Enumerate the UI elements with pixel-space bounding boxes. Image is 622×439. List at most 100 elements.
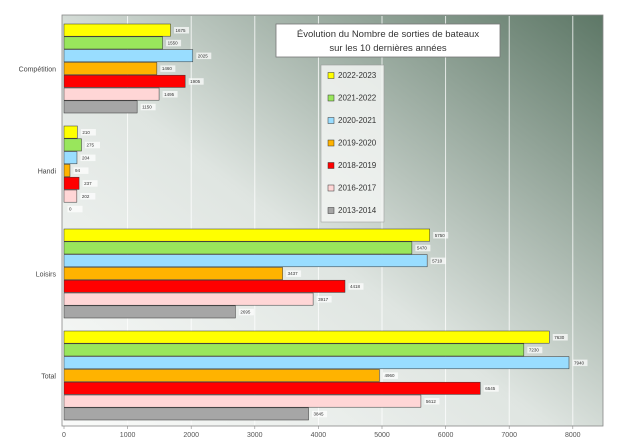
data-label-bg [348, 283, 364, 290]
data-label-bg [162, 91, 178, 98]
legend: 2022-2023 2021-2022 2020-2021 2019-2020 2018… [320, 64, 385, 223]
legend-swatch [327, 207, 335, 214]
data-label: 202 [82, 194, 90, 199]
bar [63, 36, 163, 50]
data-label-bg [424, 398, 440, 405]
legend-label: 2021-2022 [338, 94, 377, 103]
bar [63, 267, 283, 280]
bar [63, 330, 550, 344]
category-label: Compétition [19, 66, 56, 73]
x-tick-label: 6000 [438, 432, 454, 439]
legend-swatch [327, 184, 335, 192]
data-label: 7940 [574, 360, 585, 365]
x-tick-label: 8000 [565, 432, 581, 439]
bar [63, 164, 71, 177]
legend-swatch [327, 139, 335, 147]
bars: 1675 1550 2025 1460 1905 1495 1150 210 275 204 94 2… [63, 23, 588, 421]
data-label-bg [82, 180, 98, 187]
bar [63, 279, 346, 293]
category-labels: Compétition Handi Loisirs Total [19, 66, 57, 380]
data-label: 7230 [529, 348, 540, 353]
data-label-bg [166, 39, 182, 47]
legend-label: 2016-2017 [338, 184, 377, 193]
x-tick-label: 0 [62, 432, 66, 439]
data-label: 6545 [485, 386, 496, 391]
data-label: 2695 [240, 310, 251, 315]
data-label: 3917 [318, 297, 329, 302]
data-label: 4960 [384, 373, 395, 378]
data-label: 237 [84, 181, 92, 186]
data-label: 1150 [142, 105, 152, 110]
bar [63, 254, 428, 268]
data-label-bg [527, 346, 543, 354]
data-label-bg [73, 167, 89, 174]
x-tick-label: 1000 [120, 432, 136, 439]
data-label-bg [415, 244, 431, 252]
data-label: 3845 [314, 412, 325, 417]
bar [63, 343, 525, 357]
bar [63, 241, 413, 255]
bar [63, 74, 186, 88]
data-label-bg [140, 103, 156, 111]
legend-label: 2018-2019 [338, 161, 377, 170]
data-label-bg [483, 385, 499, 392]
data-label: 7630 [554, 335, 565, 340]
data-label-bg [84, 141, 100, 149]
data-label: 5612 [426, 399, 437, 404]
data-label-bg [80, 129, 96, 136]
legend-label: 2013-2014 [338, 206, 377, 215]
x-tick-label: 2000 [183, 432, 199, 439]
bar [63, 356, 570, 370]
bar [63, 407, 309, 421]
data-label-bg [433, 232, 449, 239]
bar [63, 305, 236, 319]
bar [63, 394, 422, 408]
data-label-bg [552, 334, 568, 341]
data-label-bg [188, 78, 204, 85]
data-label: 5750 [435, 233, 446, 238]
bar [63, 49, 194, 63]
data-label: 1675 [176, 28, 187, 33]
data-label: 1905 [190, 79, 201, 84]
legend-label: 2020-2021 [338, 116, 377, 125]
bar [63, 62, 158, 75]
data-label-bg [174, 27, 190, 34]
chart-title-line-2: sur les 10 dernières années [329, 43, 446, 54]
data-label-bg [67, 205, 83, 213]
data-label-bg [80, 193, 96, 200]
data-label: 1460 [162, 66, 173, 71]
data-label: 5710 [432, 258, 443, 263]
data-label: 4418 [350, 284, 361, 289]
data-label: 204 [82, 155, 90, 160]
data-label: 1495 [164, 92, 175, 97]
data-label-bg [382, 372, 398, 379]
legend-label: 2019-2020 [338, 139, 377, 148]
x-tick-label: 5000 [374, 432, 390, 439]
data-label: 2025 [198, 53, 209, 58]
data-label-bg [572, 359, 588, 367]
data-label-bg [430, 257, 446, 265]
x-tick-label: 3000 [247, 432, 263, 439]
title-box [275, 23, 501, 58]
bar [63, 189, 78, 203]
bar [63, 100, 138, 114]
data-label-bg [160, 65, 176, 72]
bar [63, 87, 160, 101]
bar [63, 176, 80, 190]
x-tick-label: 4000 [311, 432, 327, 439]
category-label: Total [41, 373, 56, 380]
data-label-bg [316, 296, 332, 303]
x-tick-label: 7000 [501, 432, 517, 439]
category-label: Loisirs [36, 271, 57, 278]
data-label-bg [80, 154, 96, 162]
x-axis: 0 1000 2000 3000 4000 5000 6000 7000 8000 [62, 426, 581, 439]
category-label: Handi [38, 168, 57, 175]
legend-swatch [327, 94, 335, 102]
legend-swatch [327, 162, 335, 169]
data-label-bg [196, 52, 212, 60]
data-label: 0 [69, 207, 72, 212]
bar [63, 138, 82, 152]
bar [63, 228, 430, 242]
data-label-bg [312, 410, 328, 418]
